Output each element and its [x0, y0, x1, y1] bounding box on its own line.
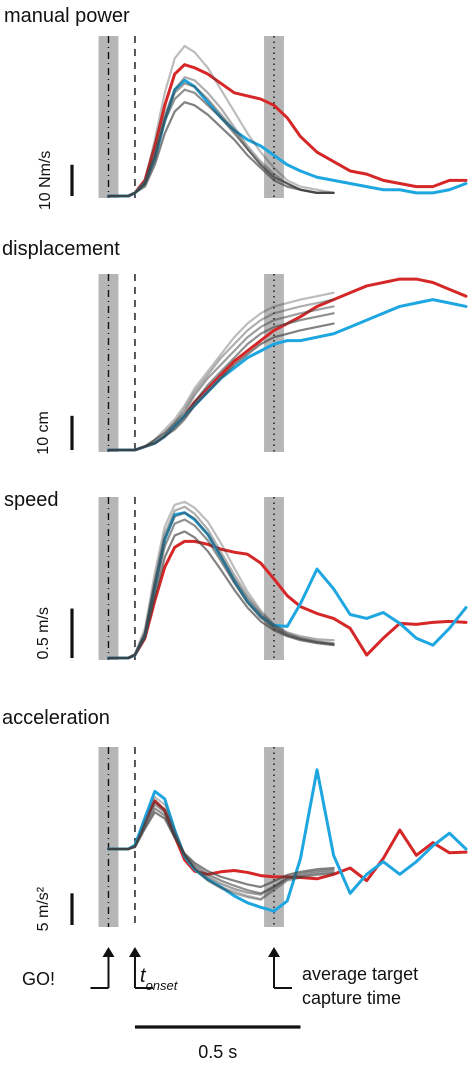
onset-label-base: t	[140, 965, 147, 987]
series-line-manual_power-5	[107, 88, 335, 198]
data-layer	[106, 44, 468, 913]
go-arrow-head	[102, 947, 115, 957]
onset-label-sub: onset	[146, 978, 179, 993]
go-arrow	[102, 947, 115, 988]
series-line-manual_power-6	[107, 101, 335, 198]
series-line-manual_power-0	[106, 63, 468, 198]
capture-arrow	[268, 947, 280, 988]
series-line-manual_power-4	[107, 82, 335, 198]
scale-label-acceleration: 5 m/s²	[35, 886, 52, 931]
capture-label-line-2: capture time	[302, 988, 401, 1008]
onset-arrow	[128, 947, 141, 988]
panel-title-speed: speed	[4, 489, 59, 511]
series-line-displacement-5	[107, 312, 335, 452]
series-line-acceleration-1	[106, 768, 468, 913]
series-line-manual_power-2	[107, 44, 335, 198]
capture-arrow-head	[268, 947, 280, 957]
go-band-acceleration	[98, 747, 119, 927]
series-line-displacement-6	[107, 322, 335, 452]
time-scale-label: 0.5 s	[198, 1042, 237, 1062]
series-line-speed-6	[107, 530, 335, 660]
onset-arrow-head	[128, 947, 141, 957]
series-line-acceleration-6	[107, 811, 335, 889]
series-line-speed-2	[107, 500, 335, 660]
series-line-manual_power-1	[106, 78, 468, 198]
series-line-speed-0	[106, 539, 468, 660]
scale-label-displacement: 10 cm	[35, 411, 52, 455]
scale-label-manual_power: 10 Nm/s	[37, 151, 54, 211]
panel-title-displacement: displacement	[2, 238, 120, 260]
onset-label: tonset	[140, 965, 179, 993]
capture-label-line-1: average target	[302, 964, 418, 984]
background-layer	[98, 36, 284, 927]
go-band-displacement	[98, 274, 119, 452]
panel-title-acceleration: acceleration	[2, 707, 110, 729]
series-line-acceleration-0	[106, 799, 468, 883]
go-label: GO!	[22, 969, 55, 989]
panel-title-manual_power: manual power	[4, 5, 130, 27]
label-layer: manual power 10 Nm/s displacement 10 cm spee…	[2, 5, 418, 1062]
scale-label-speed: 0.5 m/s	[35, 607, 52, 659]
capture-band-acceleration	[264, 747, 284, 927]
